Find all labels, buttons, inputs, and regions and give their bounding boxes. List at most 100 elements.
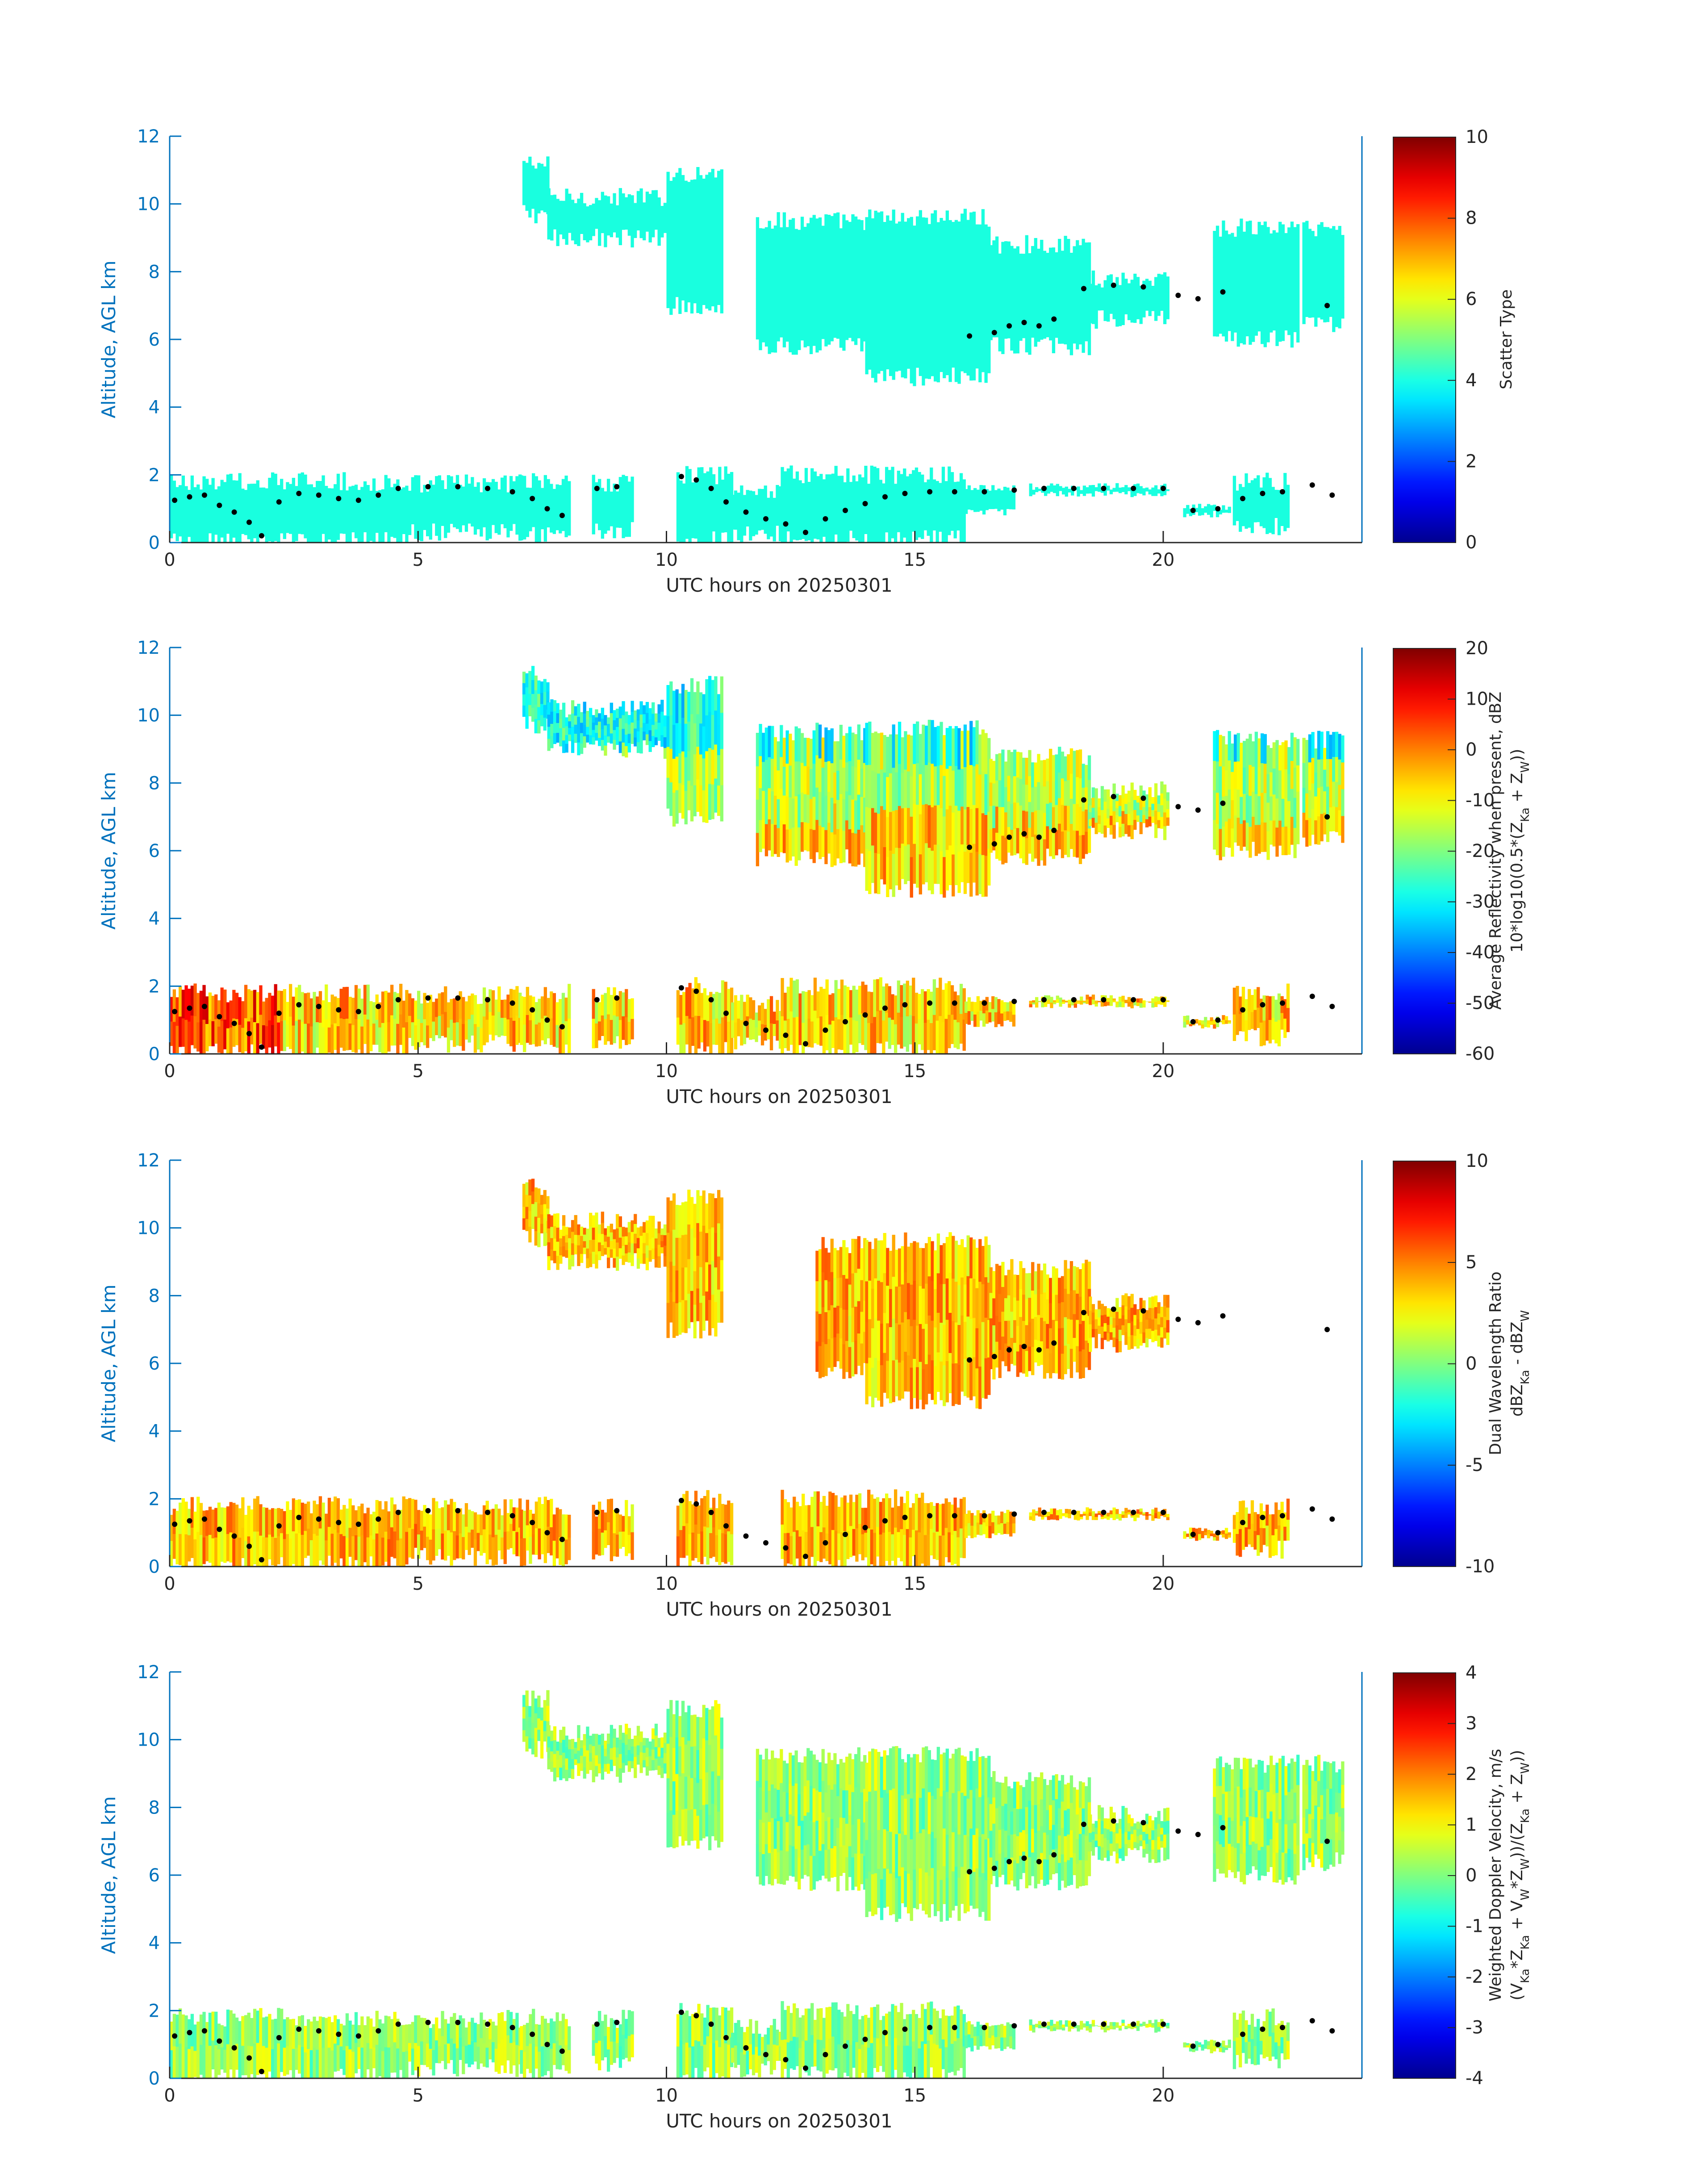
cloud-cell xyxy=(1148,298,1152,308)
cloud-cell xyxy=(211,1509,215,1538)
cloud-cell xyxy=(417,1019,421,1047)
cloud-cell xyxy=(550,1249,554,1261)
cloud-cell xyxy=(196,1022,200,1052)
cloud-cell xyxy=(672,276,676,309)
cloud-cell xyxy=(1219,735,1222,767)
cloud-cell xyxy=(1091,817,1095,828)
cloud-cell xyxy=(852,475,856,507)
cloud-cell xyxy=(1287,774,1291,801)
cloud-cell xyxy=(860,1343,864,1375)
cloud-cell xyxy=(1001,749,1005,779)
marker-point xyxy=(1175,804,1181,810)
cloud-cell xyxy=(1061,274,1065,297)
cloud-cell xyxy=(1038,489,1041,490)
cloud-cell xyxy=(771,726,774,759)
cloud-cell xyxy=(1215,226,1219,254)
colorbar-tick-label: 2 xyxy=(1466,451,1477,472)
cloud-cell xyxy=(1151,1003,1155,1008)
cloud-cell xyxy=(497,512,501,535)
cloud-cell xyxy=(622,701,625,715)
cloud-cell xyxy=(1145,1337,1149,1348)
cloud-cell xyxy=(1151,1308,1155,1320)
cloud-cell xyxy=(1069,1290,1073,1320)
cloud-cell xyxy=(556,703,560,714)
cloud-cell xyxy=(1302,762,1306,788)
cloud-cell xyxy=(1121,1001,1125,1007)
cloud-cell xyxy=(1157,274,1161,285)
marker-point xyxy=(843,1019,848,1024)
cloud-cell xyxy=(631,1243,634,1255)
cloud-cell xyxy=(613,1229,616,1239)
cloud-cell xyxy=(330,1024,334,1054)
cloud-cell xyxy=(645,1258,649,1270)
cloud-cell xyxy=(313,992,316,1023)
cloud-cell xyxy=(636,220,640,230)
cloud-cell xyxy=(1049,1328,1052,1354)
cloud-cell xyxy=(1154,309,1158,321)
y-tick-label: 8 xyxy=(149,262,160,282)
cloud-cell xyxy=(967,997,971,1011)
cloud-cell xyxy=(1091,994,1095,1000)
cloud-cell xyxy=(901,336,904,378)
cloud-cell xyxy=(953,1020,957,1048)
cloud-cell xyxy=(1133,810,1137,820)
cloud-cell xyxy=(1151,816,1155,823)
cloud-cell xyxy=(845,820,849,850)
cloud-cell xyxy=(1004,1320,1008,1344)
cloud-cell xyxy=(1281,253,1285,283)
cloud-cell xyxy=(455,1535,459,1559)
cloud-cell xyxy=(387,1539,391,1567)
cloud-cell xyxy=(874,1358,877,1398)
cloud-cell xyxy=(616,708,619,718)
cloud-cell xyxy=(962,988,966,1020)
cloud-cell xyxy=(684,279,688,312)
cloud-cell xyxy=(907,807,910,844)
cloud-cell xyxy=(855,1020,859,1052)
cloud-cell xyxy=(762,257,765,286)
cloud-cell xyxy=(1163,285,1167,299)
cloud-cell xyxy=(1094,811,1098,823)
cloud-cell xyxy=(910,341,913,384)
cloud-cell xyxy=(1087,780,1091,804)
cloud-cell xyxy=(1271,1018,1275,1040)
cloud-cell xyxy=(1332,305,1336,332)
cloud-cell xyxy=(196,1496,200,1532)
cloud-cell xyxy=(825,979,829,1015)
cloud-cell xyxy=(836,829,840,859)
cloud-cell xyxy=(1094,799,1098,811)
cloud-cell xyxy=(555,1002,559,1025)
cloud-cell xyxy=(809,217,813,252)
cloud-cell xyxy=(636,1237,640,1249)
cloud-cell xyxy=(915,1530,919,1567)
marker-point xyxy=(355,1009,361,1015)
cloud-cell xyxy=(1094,285,1098,297)
cloud-cell xyxy=(547,998,550,1019)
colorbar-tick-label: 10 xyxy=(1466,689,1488,710)
cloud-cell xyxy=(1001,1287,1005,1312)
cloud-cell xyxy=(1013,327,1017,354)
cloud-cell xyxy=(721,980,725,1018)
cloud-cell xyxy=(687,1259,691,1294)
cloud-cell xyxy=(907,331,910,369)
cloud-cell xyxy=(1224,510,1228,511)
cloud-cell xyxy=(663,726,667,737)
marker-point xyxy=(1260,1002,1265,1007)
cloud-cell xyxy=(1142,492,1146,496)
cloud-cell xyxy=(934,1366,937,1404)
cloud-cell xyxy=(491,1508,495,1538)
cloud-cell xyxy=(618,202,622,217)
cloud-cell xyxy=(1100,810,1104,822)
cloud-cell xyxy=(1028,1297,1031,1322)
cloud-cell xyxy=(525,187,529,199)
cloud-cell xyxy=(1308,295,1312,318)
cloud-cell xyxy=(561,1514,565,1541)
cloud-cell xyxy=(280,1508,284,1534)
cloud-cell xyxy=(423,507,426,530)
cloud-cell xyxy=(960,253,964,293)
cloud-cell xyxy=(706,1490,710,1528)
cloud-cell xyxy=(1001,835,1005,865)
cloud-cell xyxy=(708,712,712,748)
cloud-cell xyxy=(965,1001,968,1013)
cloud-cell xyxy=(1085,1259,1088,1287)
cloud-cell xyxy=(654,1248,658,1258)
